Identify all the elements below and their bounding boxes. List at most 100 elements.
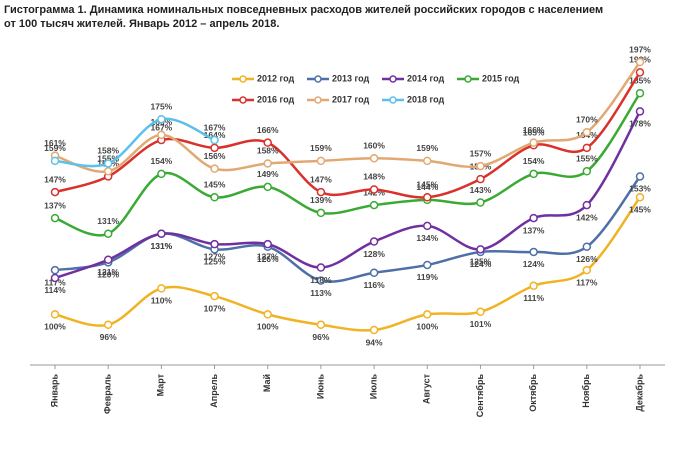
x-tick-label: Сентябрь	[475, 374, 485, 418]
point	[316, 187, 326, 197]
point	[103, 159, 113, 168]
point	[369, 237, 379, 246]
point	[635, 88, 645, 98]
data-label: 114%	[44, 285, 66, 295]
point	[423, 221, 432, 231]
data-label: 119%	[417, 272, 439, 282]
point	[529, 169, 538, 179]
point	[103, 167, 113, 176]
point	[210, 239, 219, 249]
data-label: 159%	[44, 143, 66, 153]
point	[157, 130, 166, 140]
data-label: 94%	[366, 337, 383, 347]
data-label: 158%	[97, 146, 119, 156]
x-tick-label: Декабрь	[634, 374, 644, 412]
x-tick-label: Июнь	[315, 374, 325, 400]
data-label: 159%	[310, 143, 332, 153]
data-label: 149%	[257, 169, 279, 179]
legend-label: 2017 год	[332, 94, 370, 104]
data-label: 142%	[576, 212, 598, 222]
point	[476, 307, 485, 317]
point	[316, 276, 326, 285]
data-label: 121%	[97, 267, 119, 277]
point	[582, 128, 592, 137]
point	[476, 245, 485, 254]
x-tick-label: Май	[262, 374, 272, 392]
data-label: 131%	[150, 241, 172, 251]
data-label: 143%	[470, 185, 492, 195]
data-label: 111%	[523, 293, 544, 303]
data-label: 124%	[523, 259, 545, 269]
point	[103, 320, 113, 330]
chart-title: Гистограмма 1. Динамика номинальных повс…	[4, 4, 603, 16]
data-label: 100%	[257, 322, 279, 332]
x-tick-label: Ноябрь	[581, 374, 591, 408]
legend-marker	[464, 75, 472, 83]
legend-marker	[389, 75, 397, 83]
data-label: 164%	[204, 130, 226, 140]
data-label: 131%	[97, 216, 119, 226]
data-label: 113%	[310, 288, 332, 298]
data-label: 125%	[470, 257, 492, 267]
point	[582, 200, 592, 210]
point	[263, 182, 272, 192]
data-label: 160%	[363, 141, 385, 151]
data-label: 147%	[310, 174, 332, 184]
point	[263, 138, 272, 147]
legend-label: 2018 год	[407, 94, 445, 104]
series-line	[54, 196, 642, 332]
data-label: 145%	[416, 180, 438, 190]
point	[50, 156, 60, 166]
data-label: 145%	[204, 180, 226, 190]
legend-label: 2013 год	[332, 73, 370, 83]
legend-marker	[389, 96, 397, 104]
data-label: 158%	[257, 146, 279, 156]
point	[582, 265, 592, 275]
data-label: 157%	[470, 148, 492, 158]
x-tick-label: Апрель	[209, 374, 219, 408]
legend-label: 2012 год	[257, 73, 295, 83]
point	[210, 164, 219, 173]
data-label: 101%	[470, 319, 492, 329]
data-label: 178%	[629, 119, 651, 129]
data-label: 167%	[204, 122, 226, 132]
legend-marker	[239, 96, 247, 104]
point	[635, 68, 645, 77]
point	[369, 154, 379, 163]
data-label: 139%	[310, 195, 332, 205]
point	[529, 138, 538, 147]
data-label: 127%	[204, 251, 226, 261]
point	[423, 260, 432, 270]
data-label: 159%	[416, 143, 438, 153]
point	[529, 213, 538, 223]
data-label: 117%	[576, 277, 598, 287]
data-label: 127%	[257, 251, 279, 261]
point	[476, 198, 485, 207]
data-label: 156%	[204, 151, 226, 161]
point	[210, 143, 219, 153]
x-tick-label: Март	[156, 373, 166, 396]
point	[476, 174, 485, 184]
data-label: 126%	[576, 254, 598, 264]
point	[635, 57, 645, 67]
point	[50, 273, 60, 283]
data-label: 116%	[363, 280, 385, 290]
data-label: 145%	[629, 205, 651, 215]
point	[529, 247, 538, 257]
point	[103, 255, 113, 264]
data-label: 154%	[523, 156, 545, 166]
data-label: 147%	[44, 174, 66, 184]
data-label: 125%	[204, 257, 226, 267]
data-label: 96%	[100, 332, 117, 342]
point	[50, 213, 60, 223]
data-label: 126%	[257, 254, 279, 264]
x-tick-label: Июль	[368, 374, 378, 400]
point	[210, 291, 219, 301]
chart-subtitle: от 100 тысяч жителей. Январь 2012 – апре…	[4, 18, 279, 30]
data-label: 120%	[97, 270, 119, 280]
data-label: 134%	[416, 233, 438, 243]
data-label: 153%	[629, 184, 651, 194]
legend-marker	[239, 75, 247, 83]
x-tick-label: Январь	[49, 374, 59, 408]
